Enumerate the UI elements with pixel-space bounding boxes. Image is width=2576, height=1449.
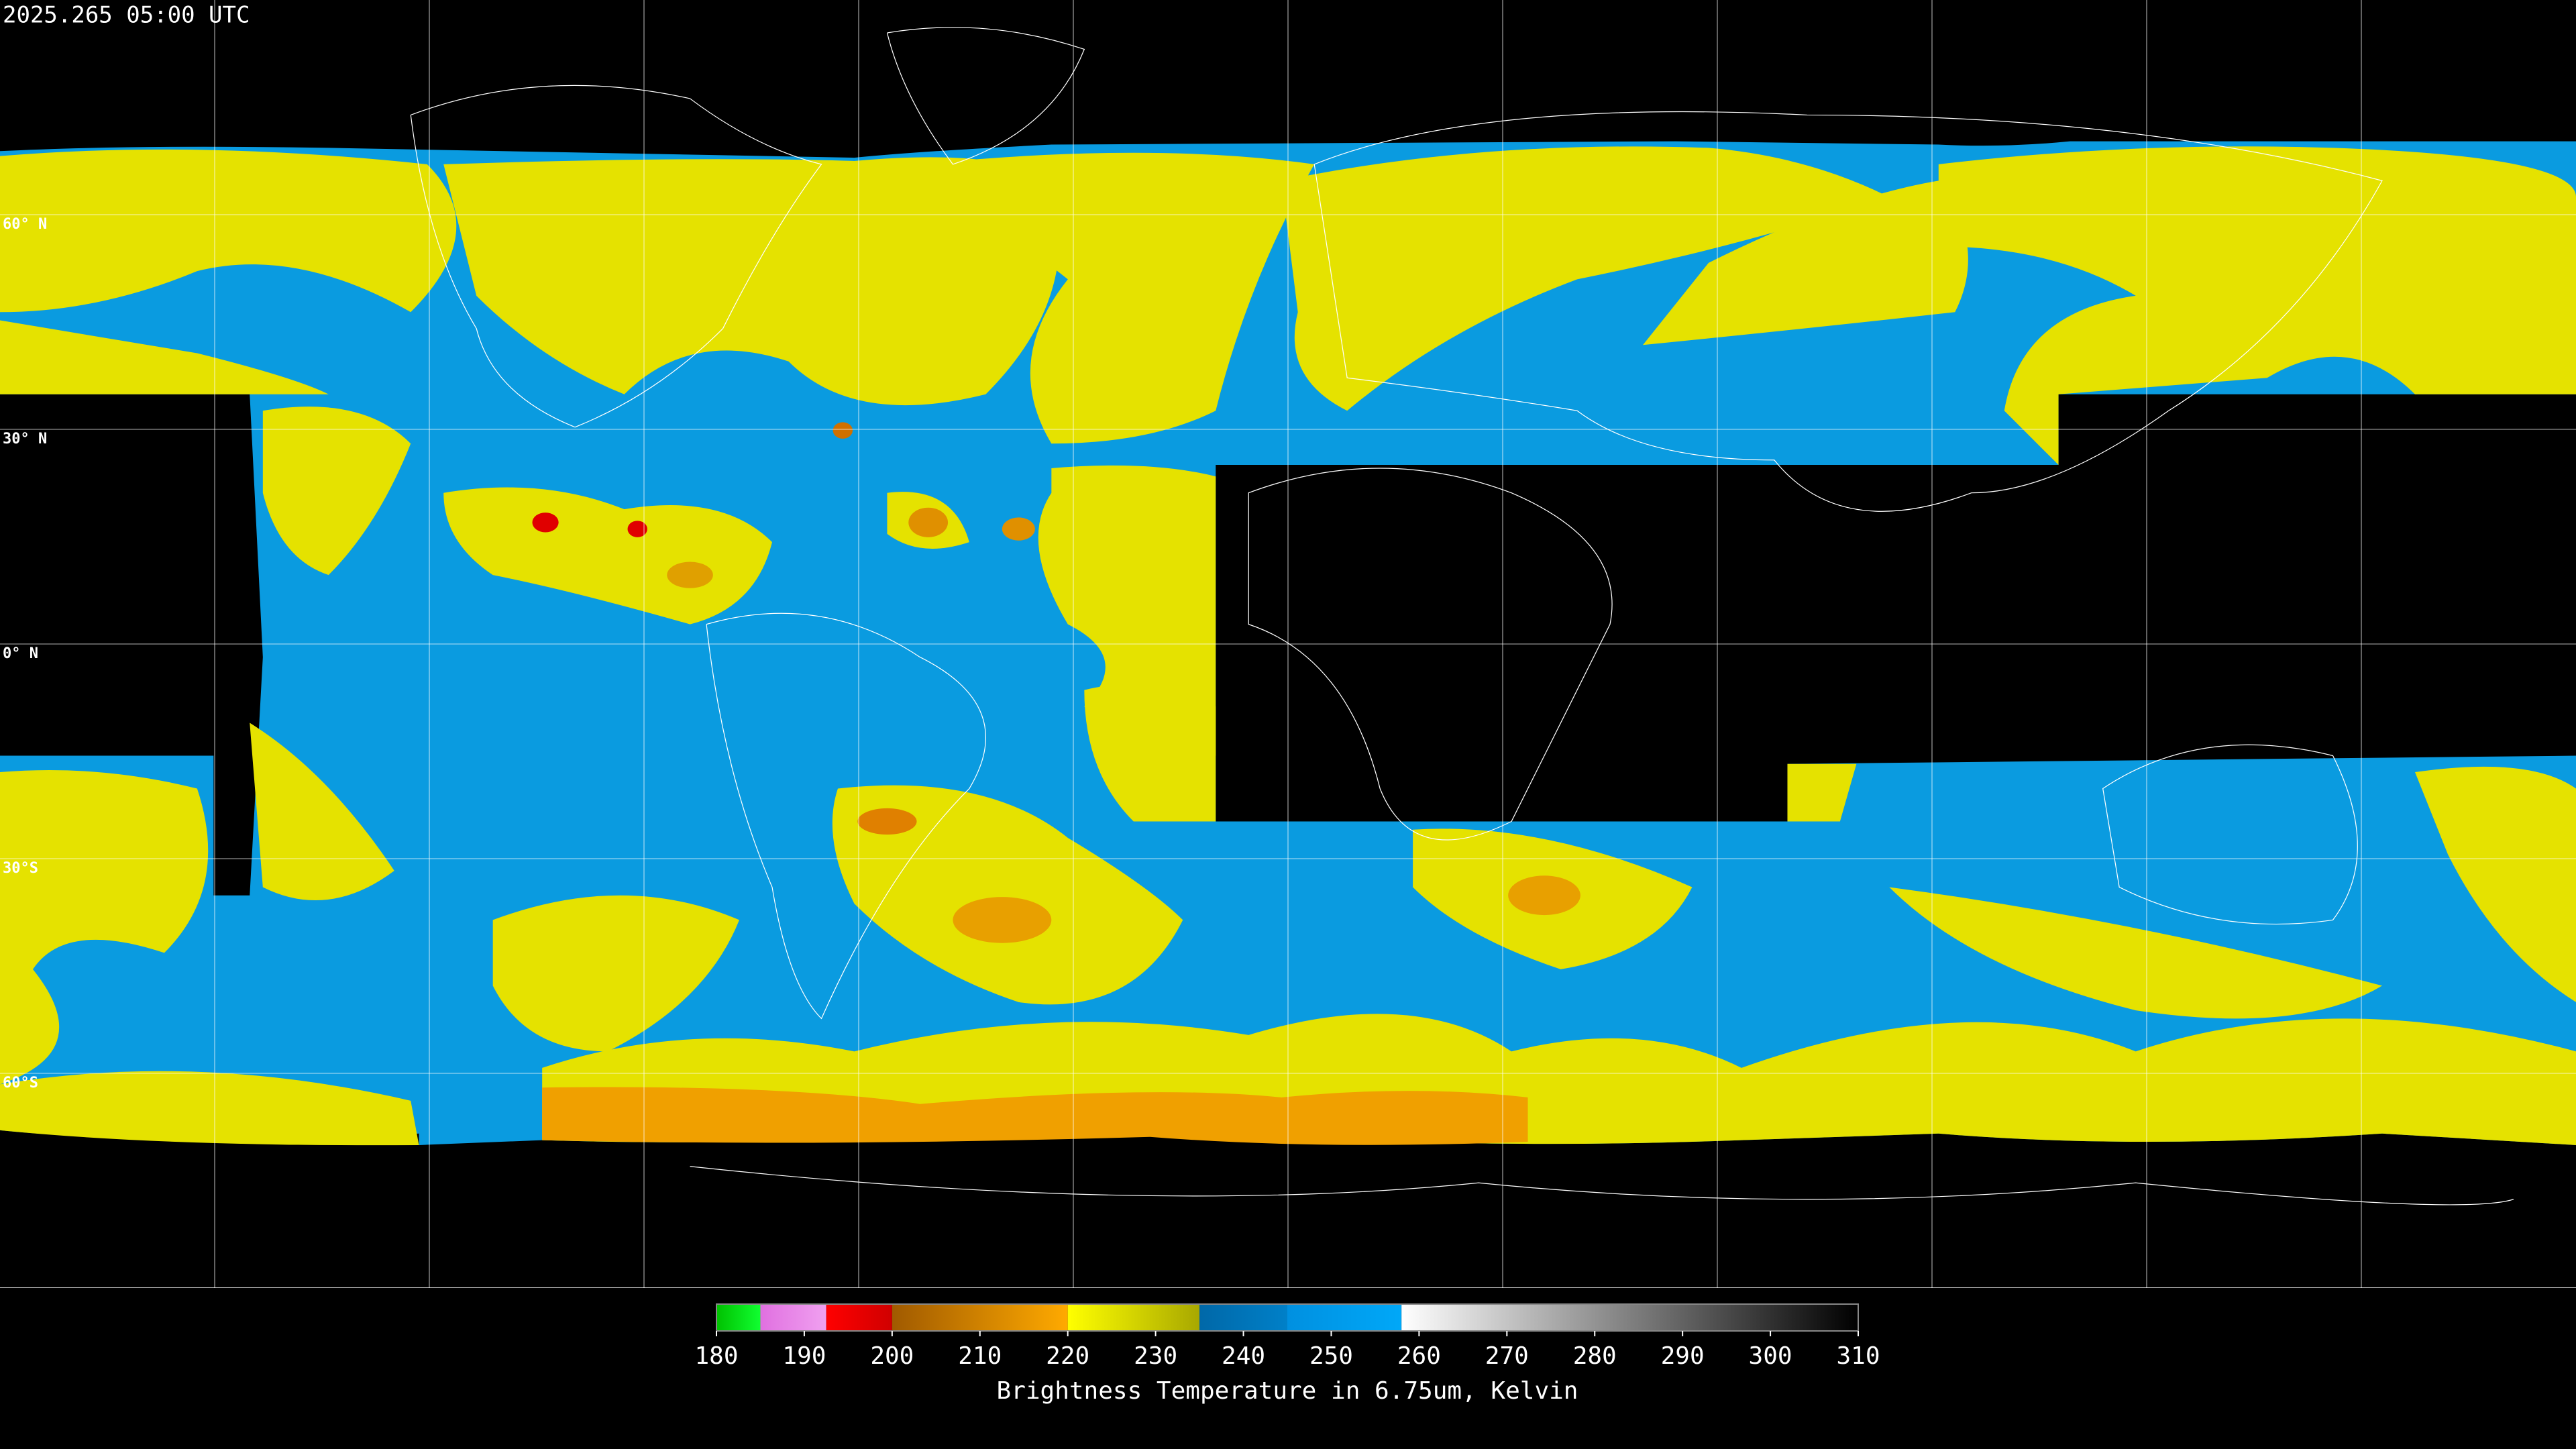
colorbar-tick-label: 290 xyxy=(1661,1342,1705,1370)
colorbar-segment xyxy=(716,1304,761,1331)
colorbar-tick-label: 280 xyxy=(1573,1342,1617,1370)
colorbar-tick-label: 250 xyxy=(1309,1342,1353,1370)
colorbar-tick-label: 310 xyxy=(1836,1342,1880,1370)
colorbar-tick-label: 270 xyxy=(1485,1342,1529,1370)
colorbar-tick-label: 210 xyxy=(958,1342,1002,1370)
colorbar-tick-label: 300 xyxy=(1749,1342,1792,1370)
graticule xyxy=(0,0,2576,1288)
coastlines xyxy=(410,27,2514,1205)
upper-level-moisture xyxy=(0,146,2576,759)
colorbar-tick-label: 200 xyxy=(870,1342,914,1370)
colorbar-segment xyxy=(1199,1304,1287,1331)
colorbar-frame xyxy=(716,1303,1859,1332)
latitude-labels: 60° N 30° N 0° N 30°S 60°S xyxy=(3,216,47,1091)
latitude-label: 60°S xyxy=(3,1075,38,1091)
colorbar-tick-label: 220 xyxy=(1046,1342,1089,1370)
colorbar-segment xyxy=(1067,1304,1200,1331)
colorbar-tick-label: 260 xyxy=(1397,1342,1441,1370)
colorbar-segment xyxy=(892,1304,1068,1331)
colorbar-segment xyxy=(1401,1304,1858,1331)
colorbar-segment xyxy=(826,1304,892,1331)
colorbar-tick-label: 180 xyxy=(694,1342,738,1370)
convection xyxy=(532,422,1580,1145)
map xyxy=(0,0,2576,1288)
colorbar: 180 190 200 210 220 230 240 250 260 270 280 290 300 3… xyxy=(694,1303,1880,1370)
colorbar-tick-label: 240 xyxy=(1222,1342,1265,1370)
latitude-label: 30°S xyxy=(3,860,38,877)
latitude-label: 60° N xyxy=(3,216,47,233)
colorbar-segment xyxy=(1287,1304,1402,1331)
colorbar-label: Brightness Temperature in 6.75um, Kelvin xyxy=(997,1377,1578,1405)
timestamp: 2025.265 05:00 UTC xyxy=(3,2,250,29)
colorbar-tick-label: 230 xyxy=(1134,1342,1177,1370)
colorbar-tick-label: 190 xyxy=(782,1342,826,1370)
colorbar-segment xyxy=(760,1304,826,1331)
latitude-label: 0° N xyxy=(3,645,38,662)
latitude-label: 30° N xyxy=(3,431,47,447)
